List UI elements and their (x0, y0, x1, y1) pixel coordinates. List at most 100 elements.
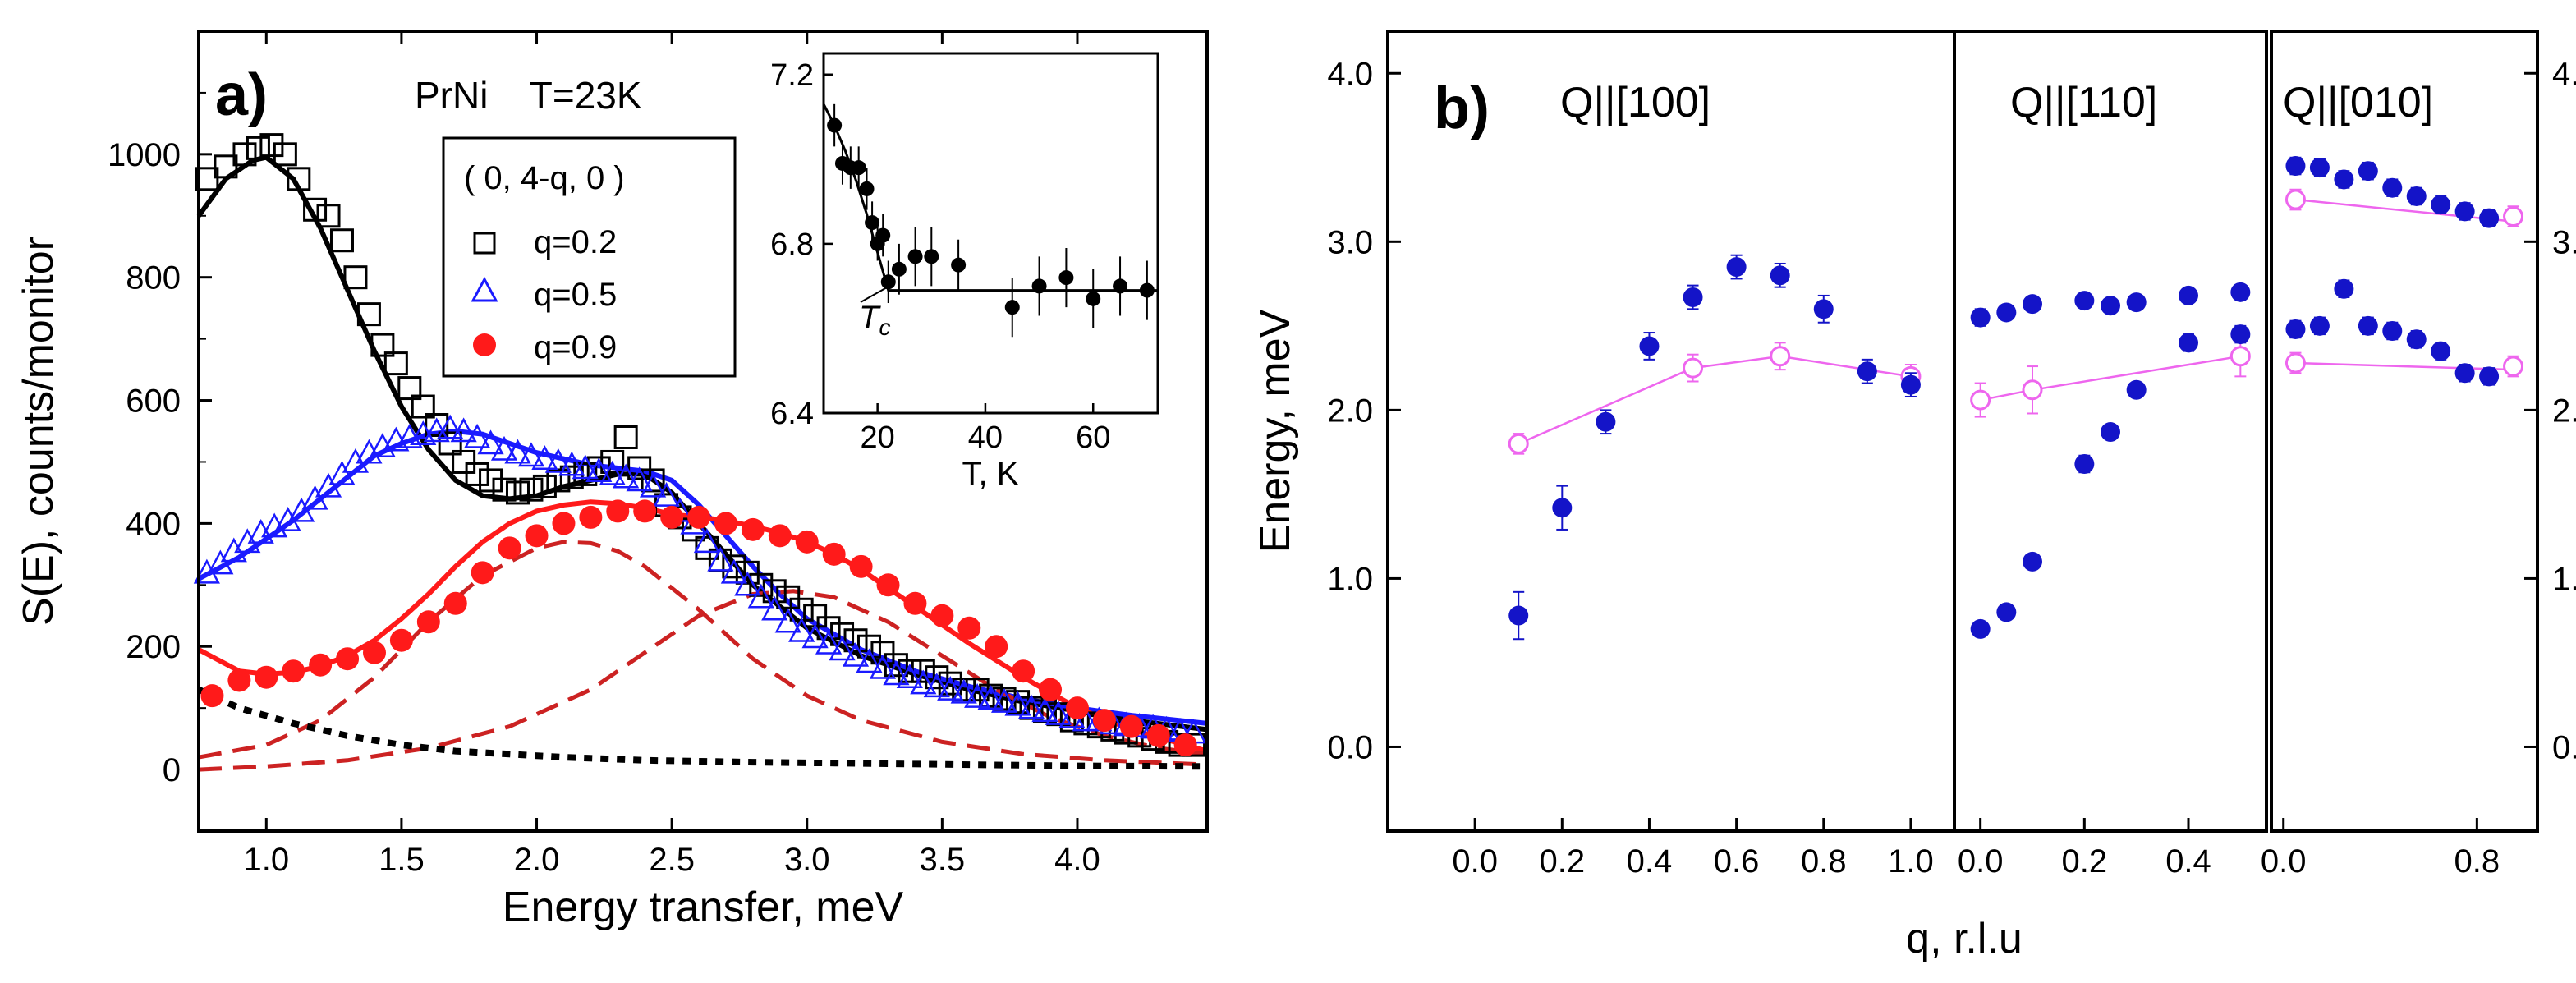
b-x-tick-label: 0.2 (1540, 843, 1586, 880)
data-point-q05 (585, 457, 613, 482)
open-series-line (2295, 198, 2514, 223)
data-point-q05 (356, 439, 383, 464)
data-point-q09 (957, 616, 981, 640)
data-point-q09 (525, 524, 549, 548)
panel-a-frame (197, 30, 1209, 833)
data-point-q05 (261, 512, 288, 538)
inset-data-point (851, 160, 866, 176)
data-point-q09 (336, 647, 360, 671)
data-point-q05 (707, 546, 734, 572)
data-point-q05 (207, 549, 234, 575)
open-data-point (2284, 189, 2306, 210)
open-series-line (2295, 361, 2514, 371)
data-point-q09 (1119, 714, 1143, 738)
data-point-q05 (720, 558, 747, 584)
legend-label-q05: q=0.5 (534, 277, 617, 313)
data-point-q09 (1065, 696, 1089, 720)
data-point-q02 (695, 535, 719, 560)
inset-annotation-t: T (859, 300, 881, 336)
inset-data-point (827, 117, 843, 133)
data-point-q05 (653, 482, 680, 507)
inset-data-point (951, 257, 967, 273)
data-point-q02 (383, 351, 408, 376)
filled-data-point (2101, 422, 2120, 443)
filled-data-point (1970, 307, 1991, 328)
data-point-q05 (856, 648, 883, 673)
filled-data-point (1770, 265, 1790, 286)
data-point-q05 (220, 537, 247, 563)
data-point-q02 (479, 468, 503, 493)
x-tick-label: 3.5 (920, 842, 966, 878)
b-right-y-tick-label: 3.0 (2552, 224, 2576, 260)
x-tick-label: 1.0 (244, 842, 290, 878)
inset-data-point (865, 215, 880, 231)
inset-data-point (1031, 278, 1047, 294)
data-point-q05 (896, 664, 923, 688)
data-point-q05 (883, 660, 910, 686)
filled-data-point (2406, 186, 2427, 206)
filled-data-point (2454, 201, 2475, 222)
filled-data-point (2334, 169, 2354, 190)
data-point-q02 (287, 167, 311, 191)
open-series-line (1518, 355, 1912, 445)
open-data-point (2503, 206, 2524, 227)
y-tick-label: 0 (163, 752, 181, 788)
data-point-q05 (964, 683, 991, 708)
filled-data-point (2382, 320, 2403, 341)
data-point-q02 (343, 265, 368, 290)
filled-data-point (2358, 315, 2378, 336)
panel-a-ylabel: S(E), counts/monitor (15, 237, 62, 626)
subpanel-100-frame (1386, 30, 1956, 833)
data-point-q09 (714, 512, 737, 535)
data-point-q05 (558, 451, 585, 476)
b-x-tick-label: 1.0 (1888, 843, 1934, 880)
data-point-q05 (937, 676, 964, 701)
filled-data-point (1996, 302, 2017, 323)
data-point-q09 (660, 505, 684, 529)
data-point-q05 (1045, 701, 1072, 725)
data-point-q02 (195, 167, 219, 191)
filled-data-point (2230, 282, 2251, 302)
data-point-q05 (1017, 694, 1045, 719)
data-point-q05 (734, 571, 761, 596)
filled-data-point (1813, 299, 1834, 319)
inset-data-point (1113, 278, 1128, 294)
data-point-q02 (370, 333, 395, 357)
filled-data-point (2126, 379, 2147, 400)
data-point-q05 (1072, 706, 1099, 732)
filled-data-point (2479, 366, 2500, 387)
b-y-tick-label: 3.0 (1327, 224, 1373, 260)
fit-line (198, 540, 1208, 767)
data-point-q05 (747, 583, 774, 609)
data-point-q02 (546, 468, 571, 493)
data-point-q09 (282, 659, 305, 683)
inset-background (824, 53, 1158, 413)
inset-data-point (1058, 270, 1074, 286)
inset-frame (822, 52, 1159, 415)
panel-b-xlabel: q, r.l.u (1906, 915, 2023, 962)
data-point-q09 (606, 499, 630, 523)
data-point-q02 (214, 154, 238, 179)
x-tick-label: 1.5 (379, 842, 425, 878)
data-point-q02 (722, 554, 746, 579)
panel-a: 1.0 1.5 2.0 2.5 3.0 3.5 4.0 0 200 400 600 800 1000 a… (15, 30, 1209, 931)
data-point-q02 (273, 142, 297, 167)
data-point-q09 (309, 653, 333, 677)
filled-data-point (1639, 336, 1660, 356)
data-point-q09 (255, 665, 278, 689)
data-point-q02 (246, 136, 270, 160)
data-point-q09 (552, 512, 576, 535)
data-point-q09 (1173, 733, 1197, 757)
y-tick-label: 200 (126, 629, 181, 665)
filled-data-point (2126, 292, 2147, 313)
open-data-point (1970, 389, 1991, 411)
data-point-q09 (416, 610, 440, 634)
data-point-q05 (193, 558, 220, 584)
filled-data-point (1552, 498, 1573, 518)
data-point-q02 (411, 394, 435, 419)
filled-data-point (1726, 257, 1747, 278)
data-point-q09 (985, 635, 1008, 659)
filled-data-point (2431, 341, 2451, 361)
data-point-q05 (626, 466, 653, 492)
